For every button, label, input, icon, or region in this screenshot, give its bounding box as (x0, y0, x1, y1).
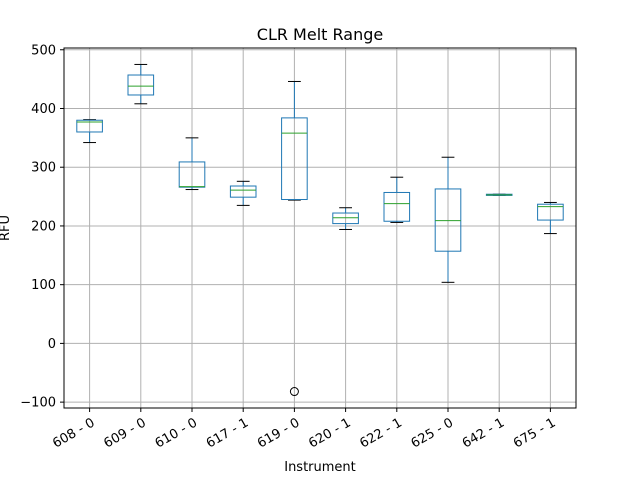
iqr-box (332, 212, 359, 225)
x-tick-label: 619 - 0 (255, 415, 302, 451)
box-609-0 (127, 63, 155, 105)
y-tick-label: 100 (31, 278, 56, 293)
iqr-box (281, 117, 308, 201)
y-axis-label: RFU (0, 215, 13, 241)
plot-frame (63, 47, 577, 409)
outlier-point (289, 387, 299, 397)
box-610-0 (178, 137, 206, 191)
box-642-1 (485, 193, 513, 196)
y-tick-label: 300 (31, 161, 56, 176)
iqr-box (434, 188, 462, 252)
x-tick-label: 608 - 0 (50, 415, 97, 451)
x-tick-label: 675 - 1 (511, 415, 558, 451)
x-tick-label: 620 - 1 (306, 415, 353, 451)
box-625-0 (434, 156, 462, 283)
x-tick-label: 622 - 1 (357, 415, 404, 451)
y-tick-label: 400 (31, 102, 56, 117)
box-617-1 (229, 180, 257, 206)
iqr-box (383, 191, 411, 222)
box-619-0 (281, 80, 308, 397)
box-608-0 (76, 119, 103, 144)
iqr-box (178, 161, 206, 188)
y-tick-label: 200 (31, 219, 56, 234)
y-axis-ticks: −100 0 100 200 300 400 500 (20, 43, 64, 411)
iqr-box (127, 74, 155, 96)
iqr-box (229, 185, 257, 198)
x-tick-label: 609 - 0 (101, 415, 148, 451)
y-tick-label: 0 (48, 337, 56, 352)
iqr-box (537, 203, 564, 221)
box-622-1 (383, 176, 411, 223)
y-tick-label: 500 (31, 43, 56, 58)
x-tick-label: 610 - 0 (153, 415, 200, 451)
x-tick-label: 625 - 0 (409, 415, 456, 451)
x-axis-label: Instrument (284, 460, 356, 475)
x-axis-ticks: 608 - 0 609 - 0 610 - 0 617 - 1 619 - 0 620 -… (50, 408, 558, 451)
x-tick-label: 642 - 1 (460, 415, 507, 451)
box-675-1 (537, 201, 564, 235)
y-tick-label: −100 (20, 396, 56, 411)
box-series (76, 63, 564, 397)
box-620-1 (332, 207, 359, 230)
x-tick-label: 617 - 1 (204, 415, 251, 451)
chart-title: CLR Melt Range (257, 25, 383, 44)
iqr-box (76, 119, 103, 133)
